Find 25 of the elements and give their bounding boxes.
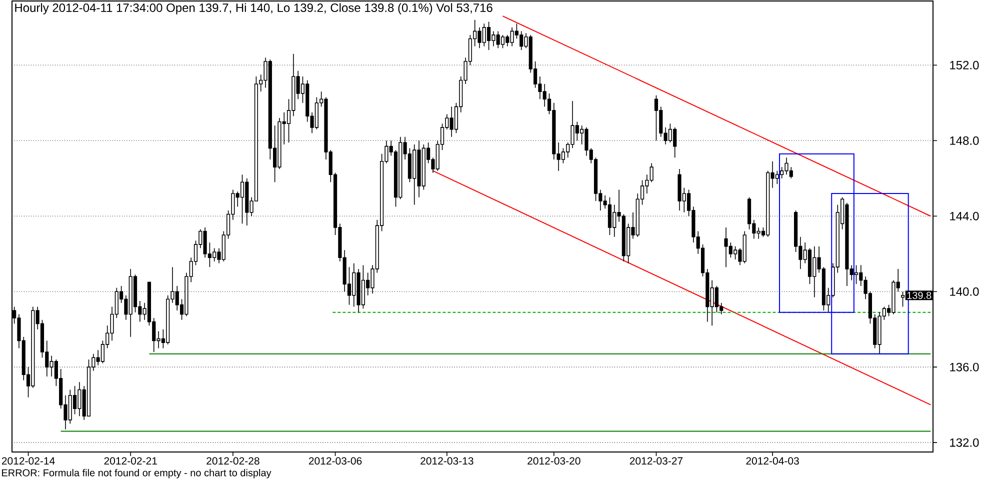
x-tick-label: 2012-02-21 <box>104 457 157 465</box>
x-tick-label: 2012-03-20 <box>528 457 580 465</box>
y-tick-label: 152.0 <box>950 60 979 70</box>
x-tick-label: 2012-02-14 <box>2 457 55 465</box>
y-tick-label: 144.0 <box>950 212 979 220</box>
candlestick <box>561 148 566 164</box>
y-tick-label: 148.0 <box>950 136 979 145</box>
candlestick <box>500 34 505 49</box>
candlestick <box>654 94 658 142</box>
x-tick-label: 2012-03-06 <box>308 457 362 465</box>
text: ERROR: Formula file not found or empty - no chart to display <box>2 468 272 478</box>
x-tick-label: 2012-04-03 <box>746 457 799 465</box>
x-tick-label: 2012-03-27 <box>630 457 683 465</box>
candlestick <box>608 196 612 236</box>
x-tick-label: 2012-02-28 <box>206 457 260 465</box>
candlestick <box>486 21 491 50</box>
y-tick-label: 140.0 <box>950 287 979 296</box>
annotation: 139.8 <box>907 292 932 299</box>
chart-title: Hourly 2012-04-11 17:34:00 Open 139.7, Hi 140, Lo 139.2, Close 139.8 (0.1%) Vol 53,716 <box>15 3 492 14</box>
candlestick <box>854 264 858 284</box>
candlestick <box>240 174 244 224</box>
candlestick <box>714 286 719 313</box>
y-tick-label: 136.0 <box>950 362 979 372</box>
y-tick-label: 132.0 <box>950 438 979 447</box>
x-tick-label: 2012-03-13 <box>420 457 474 465</box>
